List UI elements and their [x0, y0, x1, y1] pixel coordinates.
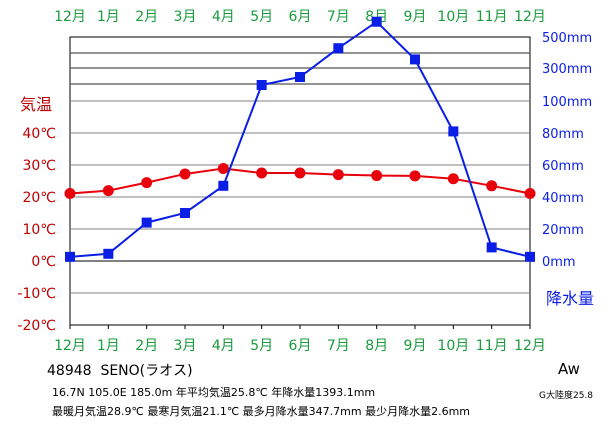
precipitation-point [410, 54, 420, 65]
precipitation-tick: 100mm [542, 95, 592, 110]
precipitation-tick: 0mm [542, 255, 576, 270]
chart-grid [69, 36, 531, 329]
precipitation-point [333, 43, 344, 54]
precipitation-tick: 60mm [542, 159, 584, 174]
month-label-top: 12月 [54, 9, 86, 25]
month-label-bottom: 4月 [212, 338, 235, 354]
temperature-tick: -10℃ [17, 286, 56, 302]
month-label-top: 6月 [289, 9, 312, 25]
precipitation-line [69, 20, 531, 258]
month-label-top: 3月 [174, 9, 197, 25]
temperature-point [486, 180, 498, 192]
temperature-tick: 10℃ [22, 222, 56, 238]
precipitation-point [141, 217, 152, 228]
month-label-bottom: 3月 [174, 338, 197, 354]
koppen-class: Aw [558, 360, 580, 378]
precipitation-point [486, 242, 497, 253]
temperature-point [256, 167, 268, 179]
month-label-top: 11月 [476, 9, 508, 25]
month-label-bottom: 12月 [514, 338, 546, 354]
bottom-month-labels: 12月 1月 2月 3月 4月 5月 6月 7月 8月 9月 10月 11月 12月 [54, 338, 546, 354]
precipitation-point [180, 208, 190, 218]
temperature-tick: 40℃ [22, 126, 56, 142]
precipitation-axis-title: 降水量 [546, 289, 594, 308]
temperature-point [294, 167, 306, 179]
precipitation-tick: 500mm [542, 31, 592, 46]
month-label-bottom: 5月 [250, 338, 273, 354]
precipitation-point [295, 72, 305, 82]
month-label-bottom: 6月 [289, 338, 312, 354]
temperature-tick: 20℃ [22, 190, 56, 206]
precipitation-axis-ticks: 500mm 300mm 100mm 80mm 60mm 40mm 20mm 0mm [542, 31, 592, 270]
temperature-tick: 0℃ [31, 254, 56, 270]
temperature-point [217, 163, 229, 175]
month-label-bottom: 10月 [437, 338, 469, 354]
month-label-top: 10月 [437, 9, 469, 25]
summary-line-1: 16.7N 105.0E 185.0m 年平均気温25.8℃ 年降水量1393.… [52, 386, 376, 399]
precipitation-point [525, 251, 535, 262]
station-id: 48948 [47, 363, 92, 379]
temperature-tick: 30℃ [22, 158, 56, 174]
station-name: SENO(ラオス) [100, 363, 193, 379]
temperature-point [179, 168, 191, 180]
month-label-top: 5月 [250, 9, 273, 25]
precipitation-tick: 40mm [542, 191, 584, 206]
temperature-point [524, 187, 536, 199]
precipitation-point [448, 126, 459, 137]
station-label: 48948 SENO(ラオス) [47, 360, 193, 380]
temperature-axis-ticks: 40℃ 30℃ 20℃ 10℃ 0℃ -10℃ -20℃ [17, 126, 56, 334]
month-label-top: 1月 [97, 9, 120, 25]
precipitation-point [256, 80, 267, 90]
month-label-bottom: 8月 [365, 338, 388, 354]
temperature-point [332, 169, 344, 181]
precipitation-point [218, 180, 229, 191]
temperature-axis-title: 気温 [20, 95, 52, 114]
temperature-series [64, 163, 536, 199]
month-label-bottom: 11月 [476, 338, 508, 354]
month-label-top: 7月 [327, 9, 350, 25]
month-label-top: 4月 [212, 9, 235, 25]
month-label-top: 9月 [404, 9, 427, 25]
temperature-tick: -20℃ [17, 318, 56, 334]
month-label-bottom: 7月 [327, 338, 350, 354]
temperature-point [409, 170, 421, 182]
temperature-point [371, 170, 383, 182]
month-label-top: 2月 [135, 9, 158, 25]
temperature-point [64, 187, 76, 199]
temperature-point [102, 185, 114, 197]
precipitation-series [65, 16, 535, 262]
summary-line-2: 最暖月気温28.9℃ 最寒月気温21.1℃ 最多月降水量347.7mm 最少月降… [52, 405, 471, 418]
continentality-label: G大陸度25.8 [539, 391, 594, 401]
precipitation-point [103, 248, 114, 259]
precipitation-point [65, 251, 75, 262]
precipitation-tick: 300mm [542, 62, 592, 77]
temperature-point [141, 177, 153, 189]
month-label-bottom: 2月 [135, 338, 158, 354]
precipitation-tick: 80mm [542, 127, 584, 142]
month-label-bottom: 1月 [97, 338, 120, 354]
month-label-bottom: 9月 [404, 338, 427, 354]
month-label-top: 12月 [514, 9, 546, 25]
precipitation-tick: 20mm [542, 223, 584, 238]
precipitation-point [371, 16, 382, 27]
temperature-point [447, 173, 459, 185]
month-label-bottom: 12月 [54, 338, 86, 354]
